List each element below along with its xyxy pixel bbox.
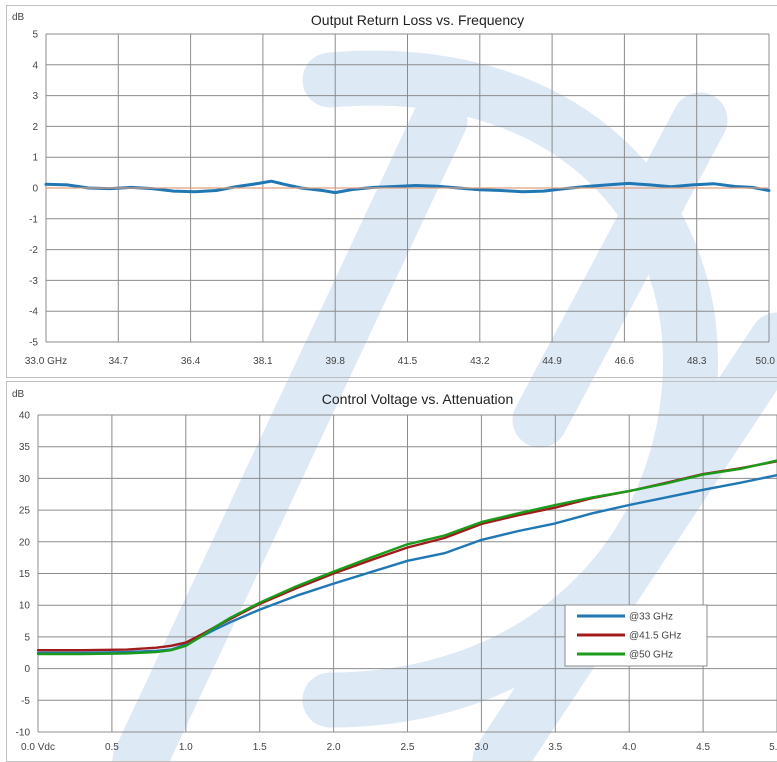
x-tick-label: 5.0 [769,742,777,753]
x-tick-label: 43.2 [470,356,490,367]
return-loss-chart-panel: Output Return Loss vs. Frequency dB 5 4 3 2 1 0… [6,5,777,378]
attenuation-chart-panel: Control Voltage vs. Attenuation dB 40 35 30 2… [6,381,777,762]
x-tick-label: 1.0 [179,742,193,753]
y-tick-label: 1 [32,153,38,164]
x-tick-label: 38.1 [253,356,273,367]
x-tick-label: 0.5 [105,742,119,753]
y-tick-label: 0 [32,184,38,195]
y-tick-label: -4 [29,307,38,318]
y-tick-label: 2 [32,122,38,133]
y-tick-label: -1 [29,214,38,225]
x-tick-label: 33.0 GHz [25,356,67,367]
legend-entry: @50 GHz [629,650,673,661]
x-tick-label: 4.5 [696,742,710,753]
legend-entry: @33 GHz [629,612,673,623]
y-tick-label: 15 [19,569,31,580]
x-tick-label: 2.0 [327,742,341,753]
x-tick-label: 46.6 [615,356,635,367]
x-tick-label: 39.8 [325,356,345,367]
chart-title: Control Voltage vs. Attenuation [322,391,513,407]
y-tick-label: 5 [32,30,38,41]
x-tick-label: 3.0 [474,742,488,753]
x-tick-label: 41.5 [398,356,418,367]
y-tick-label: -10 [16,728,31,739]
y-tick-label: 10 [19,601,31,612]
x-tick-label: 34.7 [109,356,129,367]
series-line [44,179,771,195]
y-tick-label: -2 [29,245,38,256]
y-tick-label: 4 [32,60,38,71]
y-tick-label: 35 [19,442,31,453]
return-loss-chart: Output Return Loss vs. Frequency dB 5 4 3 2 1 0… [12,12,776,367]
x-tick-label: 44.9 [542,356,562,367]
attenuation-chart: Control Voltage vs. Attenuation dB 40 35 30 2… [12,389,777,753]
y-tick-label: -5 [29,338,38,349]
x-tick-label: 0.0 Vdc [21,742,55,753]
series-line [36,459,777,656]
x-tick-label: 50.0 [756,356,776,367]
legend-entry: @41.5 GHz [629,631,681,642]
y-tick-label: 0 [24,664,30,675]
y-tick-label: 30 [19,474,31,485]
chart-title: Output Return Loss vs. Frequency [311,12,524,28]
y-unit-label: dB [12,12,25,23]
y-tick-label: 40 [19,411,31,422]
y-tick-label: -5 [21,696,30,707]
y-tick-label: -3 [29,276,38,287]
x-tick-label: 48.3 [687,356,707,367]
y-tick-label: 5 [24,632,30,643]
y-tick-label: 3 [32,91,38,102]
y-unit-label: dB [12,389,25,400]
x-tick-label: 3.5 [548,742,562,753]
y-tick-label: 25 [19,506,31,517]
y-tick-label: 20 [19,537,31,548]
x-tick-label: 2.5 [401,742,415,753]
x-tick-label: 1.5 [253,742,267,753]
x-tick-label: 36.4 [181,356,201,367]
legend: @33 GHz @41.5 GHz @50 GHz [564,604,708,667]
x-tick-label: 4.0 [622,742,636,753]
